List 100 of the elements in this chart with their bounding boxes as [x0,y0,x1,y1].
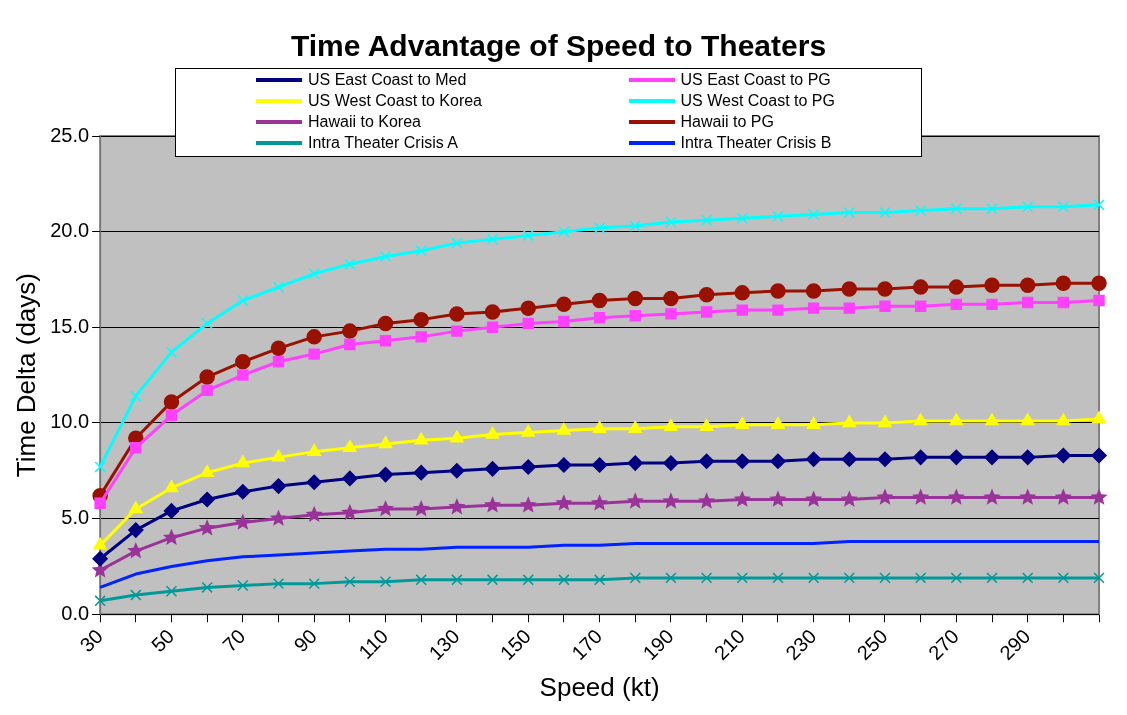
point [876,488,894,505]
point [272,356,285,368]
point [878,415,892,428]
point [843,572,855,584]
point [376,500,395,517]
point [94,595,106,607]
point [1019,449,1036,466]
point [237,369,249,381]
point [1093,199,1105,211]
point [128,501,143,514]
point [913,413,928,426]
point [986,202,998,215]
point [1021,296,1034,309]
point [840,490,858,507]
point [807,208,820,221]
point [412,500,430,517]
point [342,323,358,339]
point [700,214,713,226]
point [1054,488,1072,505]
point [1090,488,1108,505]
point [342,470,358,487]
point [237,579,249,592]
point [591,292,608,309]
point [306,329,322,345]
x-tick-label: 270 [923,624,964,665]
point [629,220,641,232]
point [914,204,927,217]
point [733,490,751,507]
point [950,298,963,311]
point [593,312,606,324]
point [1057,572,1070,584]
point [629,310,641,322]
point [912,279,929,295]
point [415,245,427,257]
point [771,417,785,430]
point [234,513,252,530]
point [236,455,250,468]
x-tick-label: 50 [146,624,179,657]
point [805,451,822,468]
point [235,353,251,370]
point [698,492,716,509]
point [1055,275,1072,292]
point [522,574,534,586]
point [130,390,142,402]
y-tick-label: 10.0 [50,410,90,433]
point [270,340,287,357]
point [344,576,356,588]
point [591,494,609,511]
point [379,334,392,347]
point [914,572,927,584]
point [1021,572,1034,584]
point [627,455,643,471]
point [807,302,820,314]
point [486,574,499,586]
point [949,413,964,426]
point [1093,294,1105,307]
x-tick-label: 190 [638,624,678,665]
point [305,505,323,523]
point [698,453,715,469]
point [199,369,215,385]
y-tick-label: 0.0 [61,601,90,624]
point [877,451,893,468]
x-tick-label: 150 [495,624,535,665]
point [556,296,572,313]
point [308,348,320,360]
point [769,490,787,507]
point [1020,413,1035,426]
point [522,229,534,242]
point [1019,277,1036,293]
point [1093,572,1105,584]
point [379,250,392,263]
point [201,384,213,397]
point [772,304,784,316]
point [843,302,855,314]
point [93,537,107,550]
point [985,413,999,426]
point [1056,413,1071,426]
point [806,417,821,430]
point [201,581,213,594]
point [1057,296,1070,309]
x-tick-label: 70 [218,624,250,657]
point [986,572,998,584]
point [772,210,784,223]
point [879,300,891,312]
point [486,321,499,333]
point [377,466,394,483]
x-tick-label: 130 [424,624,464,665]
point [734,453,751,469]
point [947,488,965,505]
point [805,490,823,507]
point [520,459,536,475]
legend-label: US East Coast to Med [308,71,467,89]
x-tick-label: 110 [354,624,393,663]
point [734,285,751,301]
point [665,572,677,584]
point [735,417,750,430]
point [1057,201,1070,213]
point [413,464,429,481]
point [449,306,465,322]
point [950,202,963,215]
